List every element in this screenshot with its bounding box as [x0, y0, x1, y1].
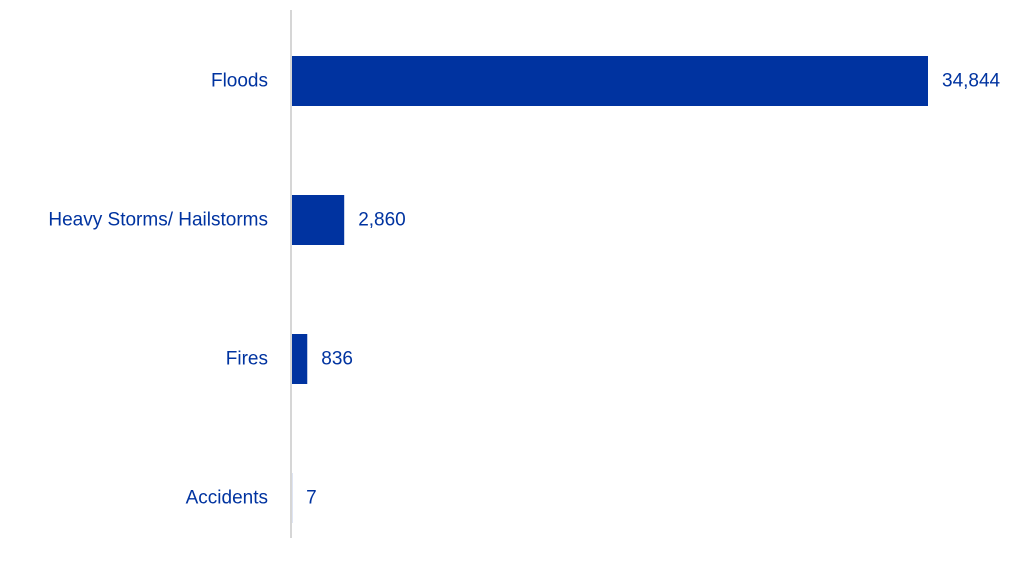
bar-heavy-storms-hailstorms	[292, 195, 345, 245]
category-label: Floods	[211, 71, 268, 92]
value-label: 34,844	[942, 71, 1001, 92]
category-label: Fires	[226, 349, 268, 370]
category-label: Accidents	[186, 488, 268, 509]
value-label: 836	[321, 349, 353, 370]
category-label: Heavy Storms/ Hailstorms	[48, 210, 268, 231]
bar-floods	[292, 56, 928, 106]
bars-group	[292, 56, 928, 523]
value-label: 2,860	[358, 210, 406, 231]
value-labels-group: 34,844 2,860 836 7	[306, 71, 1000, 509]
value-label: 7	[306, 488, 317, 509]
bar-fires	[292, 334, 308, 384]
category-labels-group: Floods Heavy Storms/ Hailstorms Fires Accid…	[48, 71, 268, 509]
